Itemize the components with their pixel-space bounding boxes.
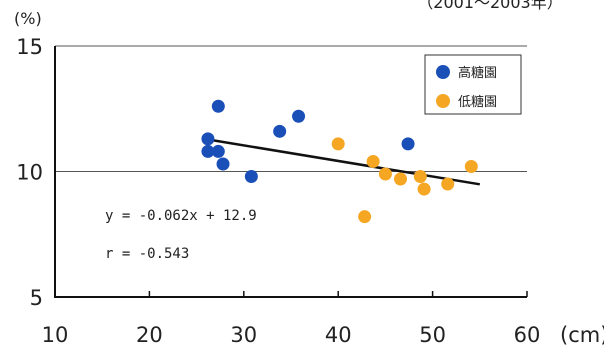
regression-equation: y = -0.062x + 12.9 (105, 208, 257, 224)
correlation-coefficient: r = -0.543 (105, 246, 189, 262)
regression-line (208, 138, 481, 186)
high-sugar-point (292, 109, 306, 123)
low-sugar-point (378, 167, 392, 181)
y-tick-label: 10 (16, 161, 43, 185)
high-sugar-point (273, 124, 287, 138)
trendline-group (208, 138, 481, 186)
grid-lines (55, 45, 527, 172)
y-axis-ticks: 5 10 15 (16, 35, 43, 310)
high-sugar-point (401, 137, 415, 151)
legend-marker (436, 94, 450, 108)
x-tick-label: 50 (419, 323, 446, 347)
low-sugar-point (441, 177, 455, 191)
low-sugar-point (413, 170, 427, 184)
high-sugar-point (216, 157, 230, 171)
legend-label: 低糖園 (458, 94, 497, 110)
low-sugar-point (331, 137, 345, 151)
low-sugar-point (417, 182, 431, 196)
y-tick-label: 5 (30, 286, 43, 310)
high-sugar-point (201, 144, 215, 158)
high-sugar-point (244, 170, 258, 184)
x-tick-label: 20 (136, 323, 163, 347)
y-axis-unit: (%) (14, 9, 42, 28)
legend-marker (436, 65, 450, 79)
x-tick-label: 40 (325, 323, 352, 347)
data-points (201, 99, 478, 224)
high-sugar-point (211, 144, 225, 158)
chart-subtitle: （2001〜2003年） (417, 0, 562, 12)
high-sugar-point (201, 132, 215, 146)
legend-label: 高糖園 (458, 65, 497, 81)
x-tick-label: 30 (230, 323, 257, 347)
low-sugar-point (358, 210, 372, 224)
axes (54, 46, 527, 298)
high-sugar-point (211, 99, 225, 113)
x-tick-label: 10 (42, 323, 69, 347)
low-sugar-point (366, 154, 380, 168)
x-axis-unit: (cm) (560, 323, 604, 347)
y-tick-label: 15 (16, 35, 43, 59)
x-tick-label: 60 (514, 323, 541, 347)
x-axis-ticks: 10 20 30 40 50 60 (42, 291, 541, 347)
low-sugar-point (464, 159, 478, 173)
low-sugar-point (394, 172, 408, 186)
